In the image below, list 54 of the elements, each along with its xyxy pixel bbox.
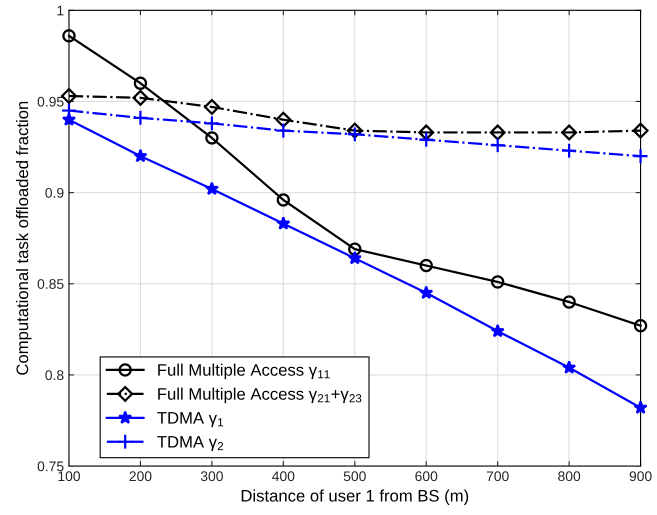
x-tick-label: 800 <box>558 471 580 482</box>
y-tick-label: 0.85 <box>38 279 64 289</box>
y-tick-label: 0.8 <box>45 370 64 380</box>
y-tick-label: 1 <box>57 6 64 16</box>
point <box>634 319 648 332</box>
point <box>418 124 434 140</box>
point <box>420 258 433 272</box>
point <box>204 115 220 132</box>
point <box>491 275 504 289</box>
legend-label: Full Multiple Access γ$_{21}$+γ$_{23}$ <box>158 388 362 404</box>
point <box>490 324 505 338</box>
point <box>418 132 434 148</box>
x-tick-label: 200 <box>130 471 152 482</box>
point <box>632 122 649 139</box>
point <box>490 124 506 140</box>
x-tick-label: 700 <box>486 471 509 482</box>
point <box>562 360 576 374</box>
x-tick-label: 300 <box>200 471 223 482</box>
point <box>346 126 363 142</box>
point <box>490 137 506 154</box>
point <box>276 193 290 207</box>
point <box>205 131 219 145</box>
x-tick-label: 400 <box>272 471 294 482</box>
point <box>134 76 148 90</box>
point <box>562 295 576 309</box>
point <box>275 122 292 139</box>
y-axis-title: Computational task offloaded fraction <box>16 102 32 375</box>
legend-label: TDMA γ$_{1}$ <box>157 412 224 428</box>
point <box>204 182 219 196</box>
legend-label: TDMA γ$_{2}$ <box>157 436 224 451</box>
point <box>132 90 148 106</box>
point <box>346 122 363 139</box>
point <box>348 250 362 264</box>
point <box>561 124 578 140</box>
y-tick-label: 0.95 <box>38 96 64 107</box>
point <box>348 242 362 256</box>
point <box>133 148 148 162</box>
x-tick-label: 100 <box>58 471 80 482</box>
x-tick-label: 900 <box>630 471 652 482</box>
point <box>62 29 76 42</box>
point <box>276 216 290 230</box>
point <box>204 98 220 115</box>
legend-label: Full Multiple Access γ$_{11}$ <box>158 364 330 380</box>
point <box>634 400 648 414</box>
point <box>561 142 578 159</box>
x-axis-title: Distance of user 1 from BS (m) <box>242 489 468 505</box>
x-tick-label: 500 <box>344 471 366 482</box>
point <box>132 110 148 126</box>
point <box>632 148 649 164</box>
point <box>419 286 434 300</box>
x-tick-label: 600 <box>415 471 438 482</box>
point <box>275 112 292 128</box>
y-tick-label: 0.75 <box>38 461 64 472</box>
y-tick-label: 0.9 <box>45 188 64 198</box>
